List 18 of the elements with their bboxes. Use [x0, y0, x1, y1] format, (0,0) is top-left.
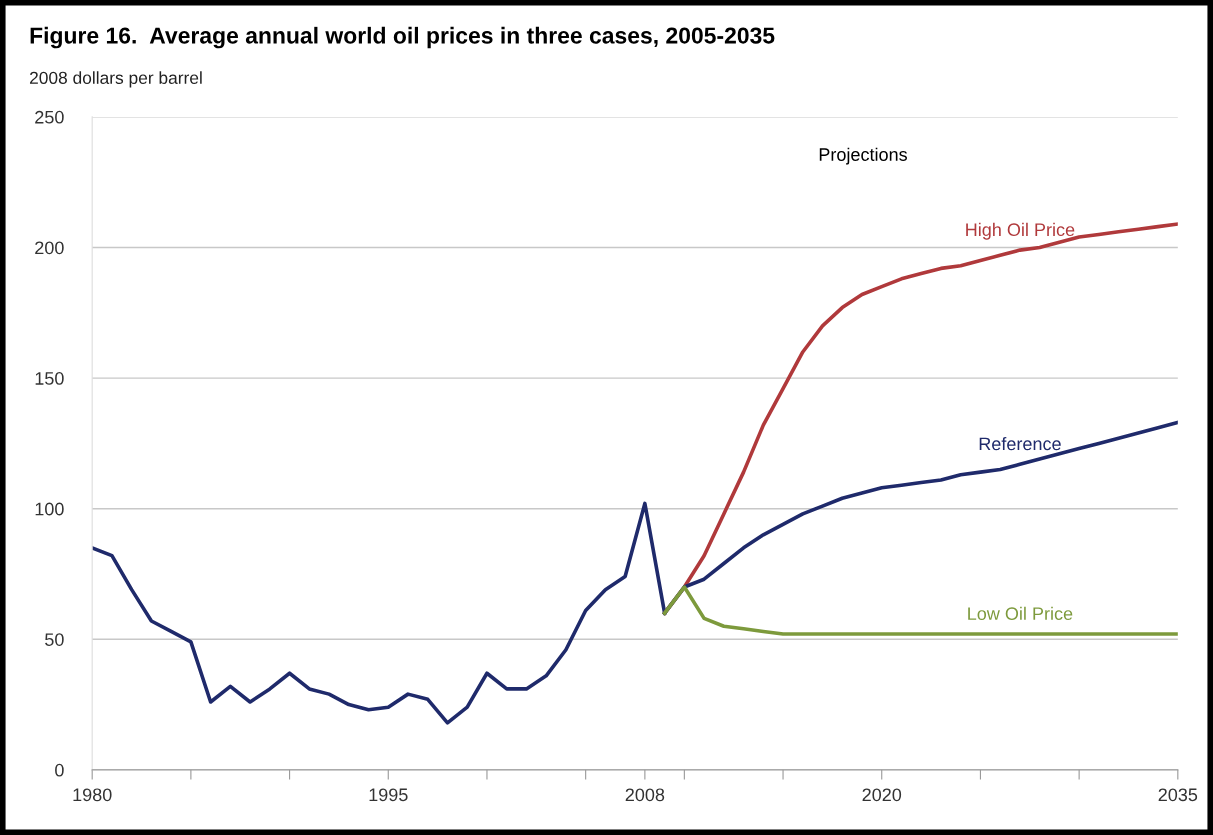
series-label: Reference	[979, 437, 1061, 451]
x-tick-label: 2020	[862, 788, 902, 802]
y-tick-label: 200	[35, 241, 64, 255]
chart-title: Figure 16. Average annual world oil prices in three cases, 2005-2035	[30, 26, 775, 49]
x-tick-label: 2008	[625, 788, 665, 802]
x-tick-label: 2035	[1158, 788, 1198, 802]
annotation: Projections	[819, 147, 907, 165]
series-label: High Oil Price	[966, 222, 1075, 240]
y-tick-label: 0	[55, 763, 64, 777]
y-tick-label: 250	[35, 110, 64, 124]
y-axis-title: 2008 dollars per barrel	[29, 71, 202, 88]
series-label: Low Oil Price	[968, 606, 1073, 621]
y-tick-label: 50	[45, 633, 64, 646]
x-tick-label: 1980	[73, 788, 112, 802]
line-series	[662, 585, 1178, 636]
x-tick-label: 1995	[369, 788, 408, 802]
y-tick-label: 150	[35, 372, 64, 385]
y-tick-label: 100	[35, 502, 64, 516]
